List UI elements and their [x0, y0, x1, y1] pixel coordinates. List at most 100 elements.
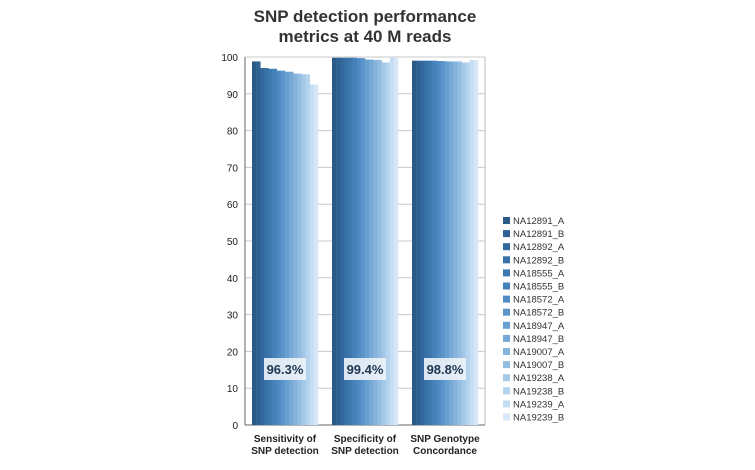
- y-tick-label: 0: [232, 421, 238, 432]
- y-tick-label: 20: [227, 347, 239, 358]
- y-tick-label: 70: [227, 163, 239, 174]
- legend-swatch: [503, 217, 510, 224]
- bar: [344, 57, 349, 426]
- legend-label: NA12892_A: [513, 242, 565, 253]
- legend-swatch: [503, 295, 510, 303]
- bar: [280, 70, 286, 425]
- legend-swatch: [503, 230, 510, 238]
- legend-swatch: [503, 374, 510, 382]
- bar: [381, 62, 386, 426]
- bar: [313, 84, 319, 425]
- legend: NA12891_A NA12891_B NA12892_A NA12892_B NA18…: [503, 216, 565, 424]
- x-category-label: Concordance: [413, 446, 477, 457]
- bar: [373, 59, 378, 425]
- legend-swatch: [503, 256, 510, 264]
- bar: [449, 61, 454, 425]
- legend-label: NA19239_A: [513, 399, 565, 410]
- legend-swatch: [503, 361, 510, 369]
- legend-swatch: [503, 321, 510, 329]
- y-tick-label: 60: [227, 200, 239, 211]
- chart-title-line: metrics at 40 M reads: [279, 27, 452, 46]
- bar: [348, 57, 353, 426]
- x-category-label: SNP Genotype: [410, 434, 480, 445]
- legend-swatch: [503, 413, 510, 421]
- bar: [461, 62, 466, 426]
- legend-swatch: [503, 387, 510, 395]
- bar: [301, 74, 306, 426]
- y-axis: 0 10 20 30 40 50 60 70 80 90 100: [221, 53, 238, 432]
- bar: [428, 60, 433, 426]
- bar: [260, 68, 265, 425]
- legend-label: NA12891_A: [513, 216, 565, 227]
- y-tick-label: 100: [221, 53, 238, 64]
- bar: [445, 61, 450, 425]
- summary-label-box: [424, 358, 466, 380]
- bar: [385, 62, 391, 426]
- legend-swatch: [503, 334, 510, 342]
- bar: [289, 71, 294, 425]
- legend-label: NA18947_A: [513, 321, 565, 332]
- y-tick-label: 80: [227, 127, 239, 138]
- bar: [453, 61, 458, 425]
- bar: [256, 61, 261, 425]
- legend-label: NA18572_A: [513, 295, 565, 306]
- bar: [457, 61, 462, 425]
- legend-label: NA12891_B: [513, 229, 564, 240]
- bar: [377, 59, 382, 425]
- bar: [469, 59, 475, 425]
- bar: [360, 58, 366, 425]
- bar: [293, 73, 298, 425]
- summary-labels: 96.3% 99.4% 98.8%: [264, 358, 466, 380]
- chart-title-line: SNP detection performance: [254, 7, 477, 26]
- bar: [432, 60, 438, 426]
- legend-swatch: [503, 282, 510, 290]
- legend-label: NA19238_A: [513, 373, 565, 384]
- bar: [297, 73, 302, 425]
- summary-label: 99.4%: [347, 362, 384, 377]
- bar: [285, 71, 290, 425]
- summary-label: 96.3%: [267, 362, 304, 377]
- legend-swatch: [503, 400, 510, 408]
- legend-label: NA18555_A: [513, 268, 565, 279]
- bar: [393, 57, 399, 426]
- bar: [252, 61, 257, 425]
- bar: [424, 60, 429, 426]
- legend-label: NA19007_B: [513, 360, 564, 371]
- bar: [356, 58, 362, 425]
- bar: [264, 68, 269, 425]
- bar: [389, 57, 395, 426]
- bar: [276, 70, 282, 425]
- legend-swatch: [503, 308, 510, 316]
- bar: [412, 60, 417, 426]
- y-tick-label: 10: [227, 384, 239, 395]
- x-category-label: Specificity of: [334, 434, 397, 445]
- legend-label: NA19007_A: [513, 347, 565, 358]
- legend-swatch: [503, 269, 510, 277]
- bar: [309, 84, 315, 425]
- bar: [420, 60, 425, 426]
- bar: [369, 59, 374, 426]
- summary-label: 98.8%: [427, 362, 464, 377]
- bar: [365, 59, 370, 426]
- y-tick-label: 90: [227, 90, 239, 101]
- bar: [340, 57, 345, 426]
- bar: [272, 68, 278, 425]
- legend-label: NA18555_B: [513, 282, 564, 293]
- x-category-label: SNP detection: [251, 446, 319, 457]
- legend-swatch: [503, 243, 510, 251]
- legend-label: NA18572_B: [513, 308, 564, 319]
- legend-label: NA19239_B: [513, 413, 564, 424]
- summary-label-box: [344, 358, 386, 380]
- y-tick-label: 50: [227, 237, 239, 248]
- bar: [465, 62, 471, 426]
- bar: [436, 61, 442, 425]
- y-tick-label: 40: [227, 274, 239, 285]
- bar: [352, 57, 358, 426]
- y-tick-label: 30: [227, 311, 239, 322]
- bars: [252, 57, 479, 426]
- summary-label-box: [264, 358, 306, 380]
